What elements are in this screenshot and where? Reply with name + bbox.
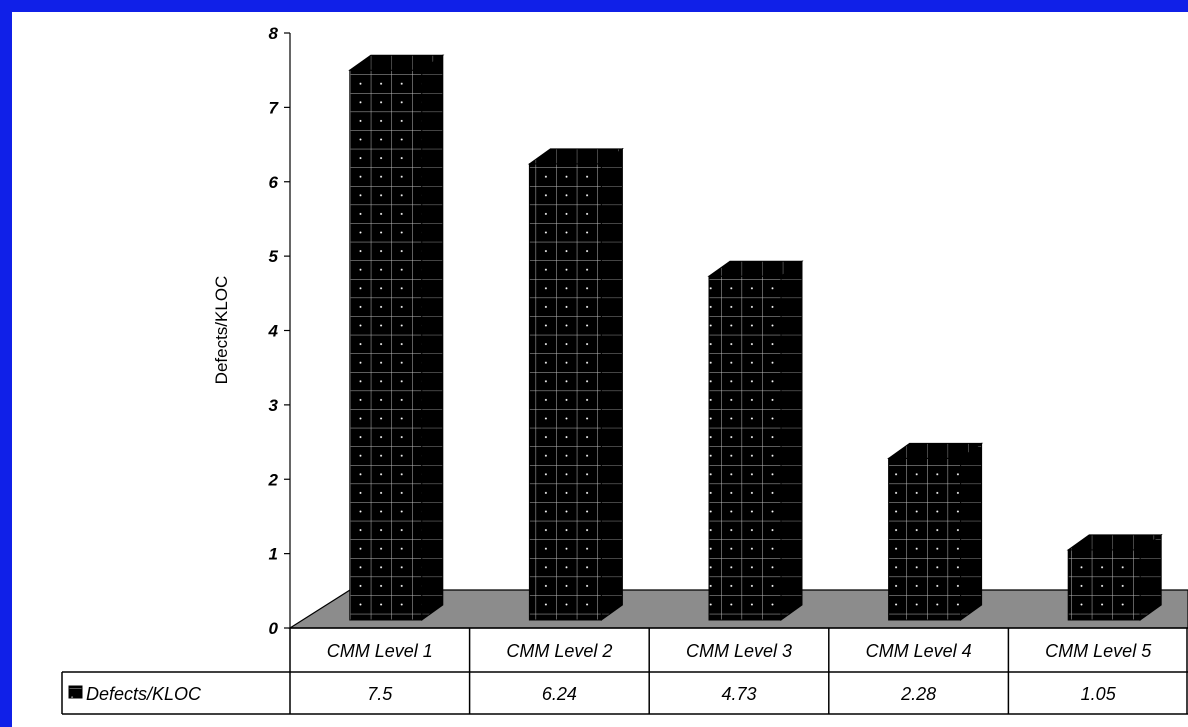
bar xyxy=(527,147,624,621)
bar xyxy=(1066,533,1163,621)
data-value-label: 7.5 xyxy=(367,684,393,704)
legend-swatch xyxy=(68,685,83,699)
y-tick-label: 8 xyxy=(269,24,279,43)
data-value-label: 2.28 xyxy=(900,684,936,704)
bar-top-face xyxy=(348,54,445,71)
data-value-label: 6.24 xyxy=(542,684,577,704)
y-tick-label: 2 xyxy=(268,470,279,489)
y-tick-label: 6 xyxy=(269,173,279,192)
bar-side-face xyxy=(421,54,444,621)
bar-front-face xyxy=(708,275,782,621)
legend-entry: Defects/KLOC xyxy=(68,684,202,704)
bar-top-face xyxy=(707,260,804,277)
bar-front-face xyxy=(349,69,423,621)
y-tick-label: 7 xyxy=(269,98,280,117)
bar-side-face xyxy=(780,260,803,621)
bars-group xyxy=(348,54,1163,621)
bar xyxy=(348,54,445,621)
bar-front-face xyxy=(888,457,962,621)
x-category-label: CMM Level 5 xyxy=(1045,641,1152,661)
bar-side-face xyxy=(600,147,623,621)
y-tick-label: 1 xyxy=(269,545,278,564)
y-axis-title: Defects/KLOC xyxy=(212,276,231,385)
x-category-label: CMM Level 3 xyxy=(686,641,792,661)
y-axis: 0 1 2 3 4 5 6 7 8 xyxy=(268,24,291,638)
x-category-label: CMM Level 1 xyxy=(327,641,433,661)
y-tick-label: 0 xyxy=(269,619,279,638)
bar xyxy=(887,442,984,621)
x-category-label: CMM Level 4 xyxy=(866,641,972,661)
bar-front-face xyxy=(1067,549,1141,621)
x-category-label: CMM Level 2 xyxy=(506,641,612,661)
data-table: CMM Level 1 CMM Level 2 CMM Level 3 CMM Lev… xyxy=(61,627,1188,715)
bar-top-face xyxy=(527,148,624,165)
bar-top-face xyxy=(1066,534,1163,551)
bar-front-face xyxy=(528,163,602,621)
data-value-label: 1.05 xyxy=(1081,684,1117,704)
y-tick-label: 5 xyxy=(269,247,279,266)
bar xyxy=(707,260,804,621)
data-value-label: 4.73 xyxy=(721,684,756,704)
y-tick-label: 3 xyxy=(269,396,279,415)
bar-top-face xyxy=(887,442,984,459)
y-tick-label: 4 xyxy=(268,322,279,341)
bar-side-face xyxy=(960,442,983,621)
legend-label: Defects/KLOC xyxy=(86,684,202,704)
